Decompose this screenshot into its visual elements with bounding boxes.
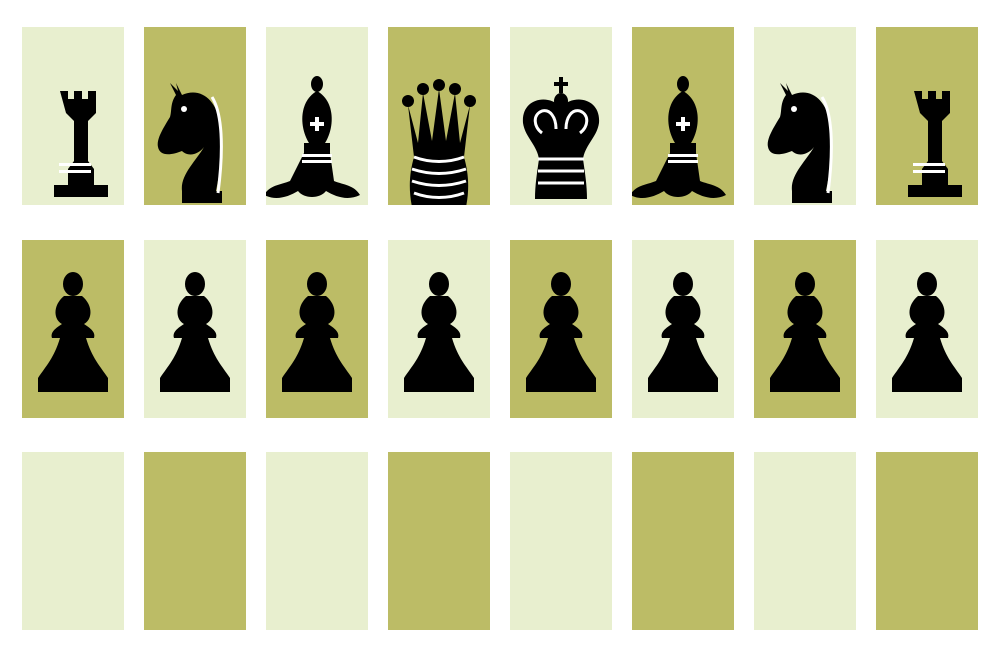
board-square[interactable] [632,452,734,630]
board-square[interactable] [632,240,734,418]
board-square[interactable] [144,240,246,418]
black-pawn-icon[interactable] [144,240,246,418]
board-square[interactable] [388,452,490,630]
board-square[interactable] [22,27,124,205]
black-knight-icon[interactable] [144,27,246,205]
black-pawn-icon[interactable] [388,240,490,418]
board-square[interactable] [144,452,246,630]
black-pawn-icon[interactable] [22,240,124,418]
board-square[interactable] [388,27,490,205]
black-rook-icon[interactable] [876,27,978,205]
board-square[interactable] [510,27,612,205]
black-pawn-icon[interactable] [266,240,368,418]
board-square[interactable] [754,452,856,630]
board-square[interactable] [632,27,734,205]
black-rook-icon[interactable] [22,27,124,205]
board-square[interactable] [876,452,978,630]
board-square[interactable] [754,27,856,205]
black-bishop-icon[interactable] [632,27,734,205]
board-square[interactable] [510,240,612,418]
black-pawn-icon[interactable] [510,240,612,418]
board-square[interactable] [510,452,612,630]
black-queen-icon[interactable] [388,27,490,205]
board-square[interactable] [22,240,124,418]
board-square[interactable] [876,240,978,418]
board-square[interactable] [22,452,124,630]
board-square[interactable] [754,240,856,418]
black-king-icon[interactable] [510,27,612,205]
board-square[interactable] [266,240,368,418]
black-pawn-icon[interactable] [876,240,978,418]
board-square[interactable] [266,452,368,630]
board-square[interactable] [266,27,368,205]
black-knight-icon[interactable] [754,27,856,205]
board-square[interactable] [876,27,978,205]
board-square[interactable] [388,240,490,418]
board-square[interactable] [144,27,246,205]
black-pawn-icon[interactable] [632,240,734,418]
black-pawn-icon[interactable] [754,240,856,418]
black-bishop-icon[interactable] [266,27,368,205]
